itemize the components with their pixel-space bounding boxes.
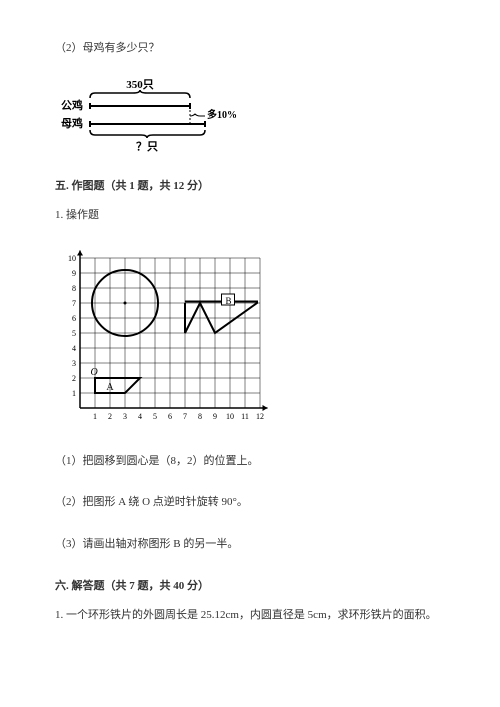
svg-text:8: 8 xyxy=(198,412,202,421)
subq-3: （3）请画出轴对称图形 B 的另一半。 xyxy=(55,536,445,554)
svg-text:6: 6 xyxy=(72,314,76,323)
svg-text:10: 10 xyxy=(68,254,76,263)
section-5-title: 五. 作图题（共 1 题，共 12 分） xyxy=(55,178,445,196)
svg-text:10: 10 xyxy=(226,412,234,421)
svg-text:3: 3 xyxy=(123,412,127,421)
right-label: 多10% xyxy=(207,108,237,121)
svg-text:4: 4 xyxy=(72,344,76,353)
top-brace xyxy=(90,90,190,98)
svg-text:3: 3 xyxy=(72,359,76,368)
svg-text:7: 7 xyxy=(72,299,76,308)
svg-text:1: 1 xyxy=(93,412,97,421)
svg-text:2: 2 xyxy=(108,412,112,421)
svg-text:12: 12 xyxy=(256,412,264,421)
svg-text:8: 8 xyxy=(72,284,76,293)
svg-text:5: 5 xyxy=(72,329,76,338)
svg-text:7: 7 xyxy=(183,412,187,421)
subq-1: （1）把圆移到圆心是（8，2）的位置上。 xyxy=(55,453,445,471)
svg-text:9: 9 xyxy=(213,412,217,421)
svg-text:A: A xyxy=(106,382,114,393)
svg-text:B: B xyxy=(225,296,231,306)
top-label: 350只 xyxy=(126,78,154,91)
bracket-diagram: 350只 公鸡 母鸡 多10% ？只 xyxy=(55,76,445,156)
svg-text:6: 6 xyxy=(168,412,172,421)
svg-text:4: 4 xyxy=(138,412,142,421)
question-2: （2）母鸡有多少只？ xyxy=(55,40,445,58)
question-2-text: （2）母鸡有多少只？ xyxy=(55,42,160,54)
bottom-label: ？只 xyxy=(136,140,158,153)
section-6-q1: 1. 一个环形铁片的外圆周长是 25.12cm，内圆直径是 5cm，求环形铁片的… xyxy=(55,607,445,625)
grid-diagram: 12345678910111212345678910AOB xyxy=(55,243,445,433)
section-6-title: 六. 解答题（共 7 题，共 40 分） xyxy=(55,578,445,596)
svg-text:11: 11 xyxy=(241,412,249,421)
svg-text:2: 2 xyxy=(72,374,76,383)
left-label-2: 母鸡 xyxy=(61,116,83,130)
left-label-1: 公鸡 xyxy=(61,98,83,112)
svg-text:O: O xyxy=(91,367,98,378)
section-5-q1-label: 1. 操作题 xyxy=(55,207,445,225)
bottom-brace xyxy=(90,130,205,138)
svg-text:1: 1 xyxy=(72,389,76,398)
svg-text:5: 5 xyxy=(153,412,157,421)
subq-2: （2）把图形 A 绕 O 点逆时针旋转 90°。 xyxy=(55,494,445,512)
svg-text:9: 9 xyxy=(72,269,76,278)
